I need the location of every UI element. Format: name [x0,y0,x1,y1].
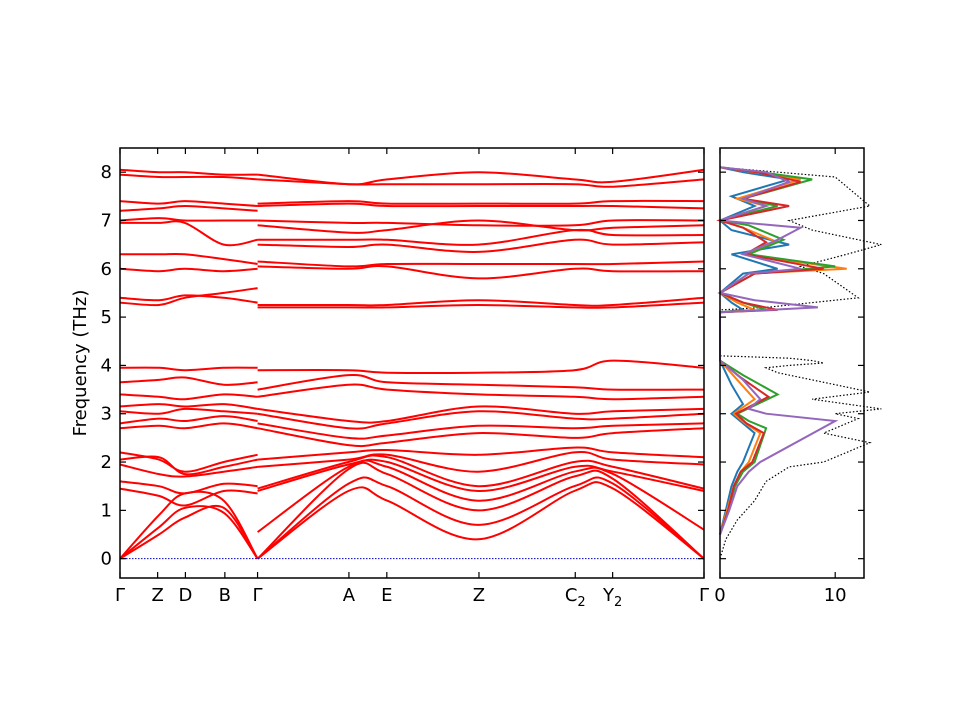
band-line [257,219,705,227]
dos-x-tick-label: 0 [714,585,725,606]
band-line [256,461,705,560]
band-line [257,373,705,391]
band-line [257,228,705,246]
dos-axis-ticks: 0 10 [714,148,864,606]
band-line [256,476,705,560]
high-symmetry-label: C2 [565,585,586,610]
band-line [119,487,258,507]
high-symmetry-label: Z [473,585,485,606]
y-tick-label: 3 [101,404,112,425]
band-line [257,410,705,430]
band-line [257,296,705,307]
band-line [257,301,705,309]
band-line [257,219,705,234]
band-line [119,407,258,415]
high-symmetry-label: Γ [253,585,263,606]
band-line [257,199,705,205]
high-symmetry-label: Γ [115,585,125,606]
band-line [119,366,258,372]
partial-dos-line [716,166,824,535]
band-line [257,458,705,493]
band-line [120,252,258,265]
band-line [119,393,258,401]
partial-dos-line [718,166,790,535]
band-line [119,168,258,176]
partial-dos-line [717,166,836,535]
high-symmetry-label: E [381,585,392,606]
band-line [257,446,705,461]
dos-x-tick-label: 10 [824,585,847,606]
band-panel-frame [119,147,705,579]
band-line [257,265,705,280]
band-lines [119,168,705,560]
band-line [257,481,705,560]
high-symmetry-label: B [219,585,231,606]
band-line [257,168,705,186]
band-line [257,405,705,424]
y-tick-label: 5 [101,307,112,328]
band-line [119,376,258,386]
band-line [119,204,258,212]
band-line [119,505,259,560]
y-tick-label: 6 [101,259,112,280]
partial-dos-line [717,166,839,535]
band-line [257,454,705,490]
band-line [119,504,259,560]
band-line [119,415,258,425]
y-tick-label: 8 [101,162,112,183]
y-tick-label: 7 [101,210,112,231]
band-line [257,202,705,210]
band-line [119,217,258,222]
band-line [119,267,258,273]
band-line [257,459,705,533]
high-symmetry-label: Y2 [602,585,622,610]
band-line [119,200,258,207]
dos-panel: 0 10 [714,147,882,606]
band-line [120,220,258,247]
band-line [119,422,258,430]
dos-panel-frame [719,147,865,579]
y-tick-label: 1 [101,500,112,521]
band-line [119,403,258,410]
band-line [257,359,705,374]
band-line [257,383,705,401]
band-line [119,294,258,304]
dos-lines [716,166,882,559]
total-dos-line [719,166,882,559]
band-line [119,463,258,478]
band-line [257,422,705,440]
y-axis-label: Frequency (THz) [70,290,91,437]
band-line [119,173,258,181]
band-line [257,427,705,448]
high-symmetry-label: Z [151,585,163,606]
y-tick-label: 0 [101,549,112,570]
y-tick-label: 4 [101,355,112,376]
band-line [257,451,705,473]
band-line [119,490,259,560]
band-line [257,238,705,253]
band-line [119,287,258,307]
band-line [119,480,258,495]
y-tick-label: 2 [101,452,112,473]
high-symmetry-label: A [343,585,356,606]
band-line [119,451,258,473]
high-symmetry-label: D [178,585,192,606]
high-symmetry-label: Γ [699,585,709,606]
band-line [257,260,705,268]
